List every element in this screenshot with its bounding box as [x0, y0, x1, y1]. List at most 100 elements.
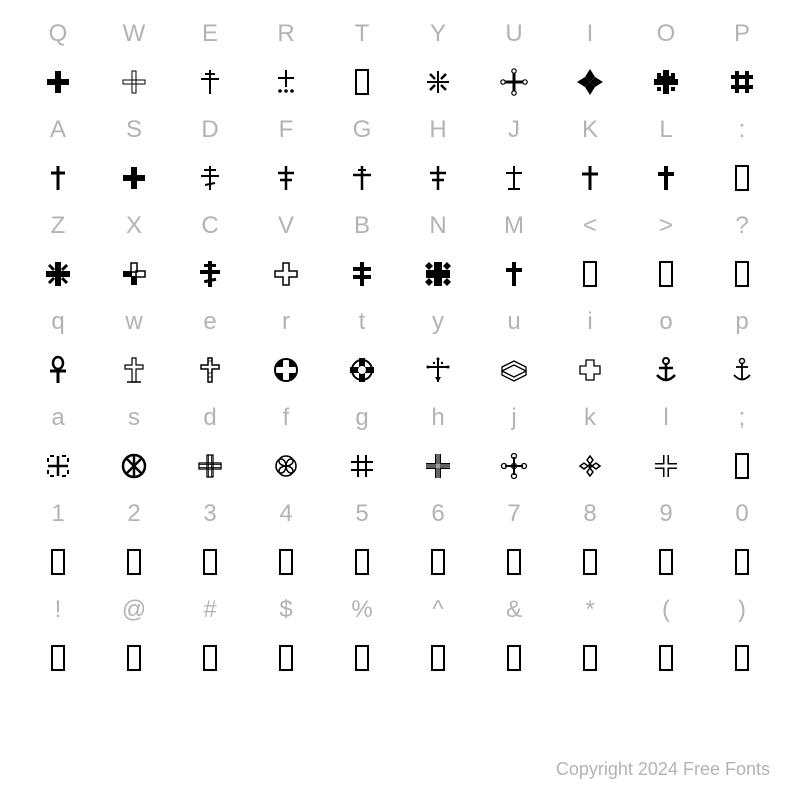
- grid-cell: Z: [20, 202, 96, 298]
- key-label: $: [279, 586, 292, 634]
- grid-cell: <: [552, 202, 628, 298]
- grid-cell: U: [476, 10, 552, 106]
- key-label: 5: [355, 490, 368, 538]
- key-label: #: [203, 586, 216, 634]
- grid-cell: h: [400, 394, 476, 490]
- key-label: E: [202, 10, 218, 58]
- key-label: N: [429, 202, 446, 250]
- grid-cell: s: [96, 394, 172, 490]
- key-label: y: [432, 298, 444, 346]
- ankh-icon: [20, 346, 96, 394]
- cross-orthodox-small-icon: [172, 58, 248, 106]
- grid-cell: A: [20, 106, 96, 202]
- grid-row: ASDFGHJKL:: [20, 106, 780, 202]
- grid-cell: (: [628, 586, 704, 682]
- grid-cell: 4: [248, 490, 324, 586]
- grid-row: ZXCVBNM<>?: [20, 202, 780, 298]
- grid-cell: P: [704, 10, 780, 106]
- grid-cell: t: [324, 298, 400, 394]
- grid-cell: K: [552, 106, 628, 202]
- key-label: t: [359, 298, 366, 346]
- grid-cell: !: [20, 586, 96, 682]
- cross-greek-bold-icon: [96, 154, 172, 202]
- grid-cell: :: [704, 106, 780, 202]
- key-label: T: [355, 10, 370, 58]
- cross-dotted-icon: [248, 58, 324, 106]
- copyright-text: Copyright 2024 Free Fonts: [556, 759, 770, 780]
- key-label: p: [735, 298, 748, 346]
- grid-cell: Y: [400, 10, 476, 106]
- grid-cell: r: [248, 298, 324, 394]
- grid-cell: f: [248, 394, 324, 490]
- key-label: 8: [583, 490, 596, 538]
- key-label: *: [585, 586, 594, 634]
- key-label: <: [583, 202, 597, 250]
- key-label: w: [125, 298, 142, 346]
- notdef-icon: [96, 538, 172, 586]
- notdef-icon: [324, 538, 400, 586]
- grid-cell: W: [96, 10, 172, 106]
- notdef-icon: [552, 538, 628, 586]
- key-label: 1: [51, 490, 64, 538]
- font-character-grid: QWERTYUIOPASDFGHJKL:ZXCVBNM<>?qwertyuiop…: [20, 10, 780, 682]
- grid-cell: u: [476, 298, 552, 394]
- key-label: 3: [203, 490, 216, 538]
- cross-pipe-icon: [628, 442, 704, 490]
- notdef-icon: [476, 538, 552, 586]
- key-label: 9: [659, 490, 672, 538]
- notdef-icon: [476, 634, 552, 682]
- grid-cell: H: [400, 106, 476, 202]
- grid-cell: %: [324, 586, 400, 682]
- grid-cell: l: [628, 394, 704, 490]
- grid-cell: 0: [704, 490, 780, 586]
- grid-cell: I: [552, 10, 628, 106]
- key-label: @: [122, 586, 146, 634]
- grid-cell: F: [248, 106, 324, 202]
- cross-knot-ends-icon: [476, 442, 552, 490]
- grid-cell: p: [704, 298, 780, 394]
- notdef-icon: [400, 634, 476, 682]
- key-label: K: [582, 106, 598, 154]
- grid-cell: @: [96, 586, 172, 682]
- grid-cell: ^: [400, 586, 476, 682]
- grid-cell: y: [400, 298, 476, 394]
- grid-cell: 8: [552, 490, 628, 586]
- grid-cell: q: [20, 298, 96, 394]
- notdef-icon: [704, 538, 780, 586]
- grid-cell: 6: [400, 490, 476, 586]
- key-label: V: [278, 202, 294, 250]
- notdef-icon: [248, 634, 324, 682]
- notdef-icon: [628, 538, 704, 586]
- grid-cell: S: [96, 106, 172, 202]
- key-label: (: [662, 586, 670, 634]
- grid-cell: E: [172, 10, 248, 106]
- key-label: W: [123, 10, 146, 58]
- key-label: L: [659, 106, 672, 154]
- key-label: J: [508, 106, 520, 154]
- grid-cell: R: [248, 10, 324, 106]
- grid-cell: J: [476, 106, 552, 202]
- key-label: H: [429, 106, 446, 154]
- cross-double-bar-bold-icon: [324, 250, 400, 298]
- grid-cell: L: [628, 106, 704, 202]
- key-label: l: [663, 394, 668, 442]
- grid-cell: j: [476, 394, 552, 490]
- notdef-icon: [628, 250, 704, 298]
- cross-jerusalem-icon: [20, 442, 96, 490]
- grid-row: qwertyuiop: [20, 298, 780, 394]
- grid-cell: T: [324, 10, 400, 106]
- grid-cell: d: [172, 394, 248, 490]
- grid-cell: B: [324, 202, 400, 298]
- cross-outline-icon: [248, 250, 324, 298]
- grid-cell: &: [476, 586, 552, 682]
- key-label: a: [51, 394, 64, 442]
- key-label: S: [126, 106, 142, 154]
- grid-row: 1234567890: [20, 490, 780, 586]
- key-label: e: [203, 298, 216, 346]
- key-label: 0: [735, 490, 748, 538]
- cross-circles-ends-icon: [476, 58, 552, 106]
- grid-cell: V: [248, 202, 324, 298]
- key-label: ^: [432, 586, 443, 634]
- grid-row: !@#$%^&*(): [20, 586, 780, 682]
- notdef-icon: [552, 250, 628, 298]
